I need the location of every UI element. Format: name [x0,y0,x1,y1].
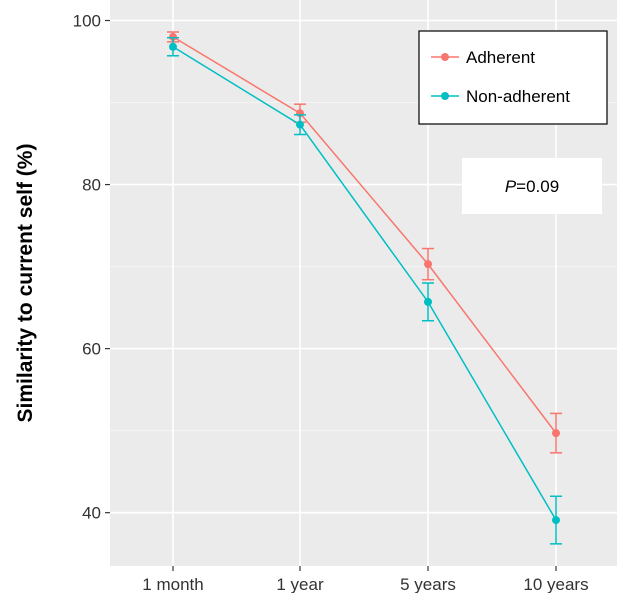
legend-label-adherent: Adherent [466,48,535,67]
x-tick-label: 10 years [523,575,588,593]
series-line-non-adherent [172,46,557,521]
series-layer [167,31,562,545]
data-point-adherent [169,32,177,41]
p-value-annotation: P=0.09 [462,158,602,214]
annotation-prefix: P [505,177,517,196]
legend: Adherent Non-adherent [418,30,608,125]
y-tick-label: 40 [82,504,101,523]
x-tick-label: 1 year [276,575,324,593]
x-tick-label: 1 month [142,575,203,593]
data-point-non-adherent [169,42,177,51]
y-tick-label: 80 [82,176,101,195]
legend-label-non-adherent: Non-adherent [466,87,570,106]
data-point-non-adherent [296,120,304,129]
x-tick-label: 5 years [400,575,456,593]
legend-key-adherent [431,53,459,61]
annotation-box [462,158,602,214]
data-point-adherent [552,429,560,438]
series-line-adherent [172,36,557,434]
data-point-non-adherent [424,297,432,306]
x-axis: 1 month 1 year 5 years 10 years [142,566,589,593]
legend-key-non-adherent [431,92,459,100]
y-axis: 40 60 80 100 [73,12,110,523]
y-tick-label: 60 [82,340,101,359]
y-tick-label: 100 [73,12,101,31]
y-axis-label: Similarity to current self (%) [14,144,37,423]
data-point-adherent [424,260,432,269]
annotation-text: P=0.09 [505,177,559,196]
data-point-non-adherent [552,516,560,525]
annotation-suffix: =0.09 [516,177,559,196]
legend-box [418,30,608,125]
